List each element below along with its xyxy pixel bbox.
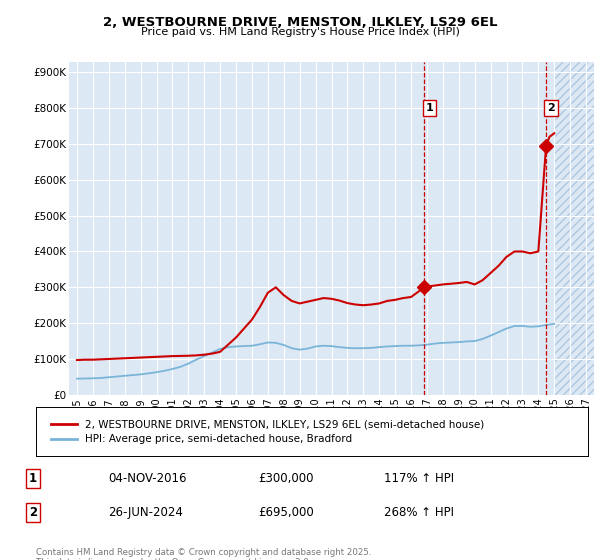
Text: Price paid vs. HM Land Registry's House Price Index (HPI): Price paid vs. HM Land Registry's House … — [140, 27, 460, 37]
Text: 04-NOV-2016: 04-NOV-2016 — [108, 472, 187, 486]
Text: Contains HM Land Registry data © Crown copyright and database right 2025.
This d: Contains HM Land Registry data © Crown c… — [36, 548, 371, 560]
Text: 2: 2 — [547, 103, 555, 113]
Text: £300,000: £300,000 — [258, 472, 314, 486]
Text: 2: 2 — [29, 506, 37, 519]
Text: 1: 1 — [29, 472, 37, 486]
Text: 1: 1 — [425, 103, 433, 113]
Text: 26-JUN-2024: 26-JUN-2024 — [108, 506, 183, 519]
Bar — [554, 62, 594, 395]
Text: £695,000: £695,000 — [258, 506, 314, 519]
Legend: 2, WESTBOURNE DRIVE, MENSTON, ILKLEY, LS29 6EL (semi-detached house), HPI: Avera: 2, WESTBOURNE DRIVE, MENSTON, ILKLEY, LS… — [47, 415, 488, 449]
Text: 117% ↑ HPI: 117% ↑ HPI — [384, 472, 454, 486]
Text: 2, WESTBOURNE DRIVE, MENSTON, ILKLEY, LS29 6EL: 2, WESTBOURNE DRIVE, MENSTON, ILKLEY, LS… — [103, 16, 497, 29]
Text: 268% ↑ HPI: 268% ↑ HPI — [384, 506, 454, 519]
